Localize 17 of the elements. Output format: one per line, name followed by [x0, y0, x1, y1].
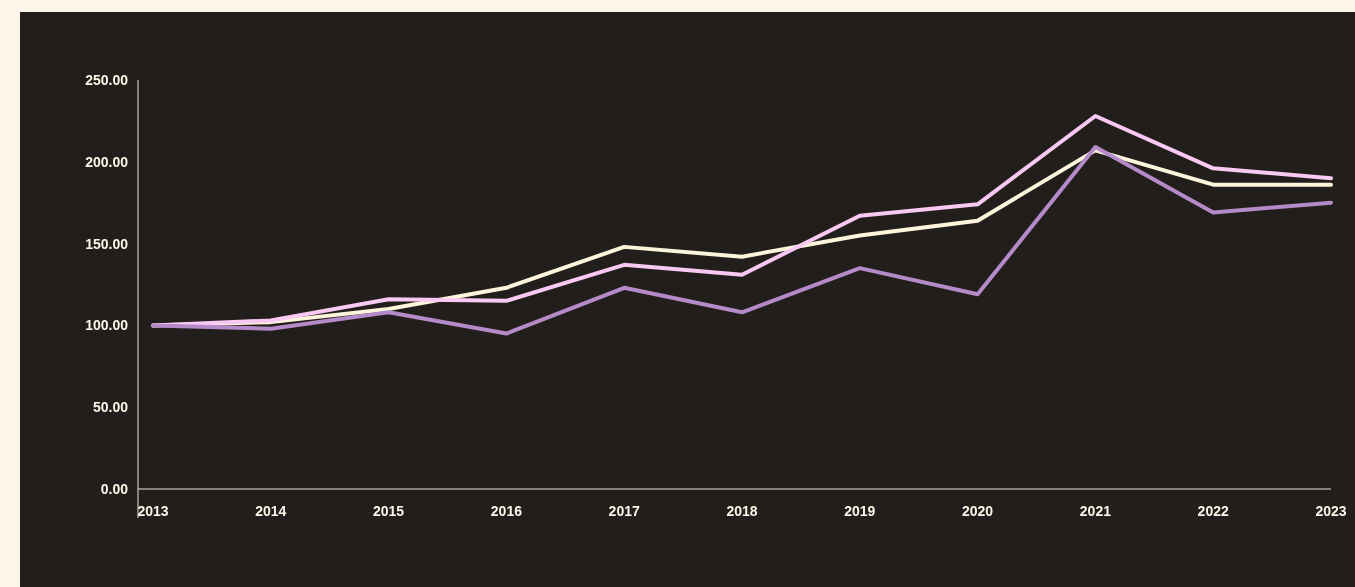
y-tick-label: 50.00: [92, 399, 129, 416]
x-tick-label: 2019: [844, 503, 876, 519]
x-tick-label: 2015: [373, 503, 405, 519]
y-tick-label: 150.00: [85, 235, 129, 252]
y-tick-label: 250.00: [85, 71, 129, 88]
y-tick-label: 200.00: [85, 153, 129, 170]
x-tick-label: 2022: [1197, 503, 1229, 519]
y-tick-label: 0.00: [100, 480, 129, 497]
y-tick-label: 100.00: [85, 317, 129, 334]
x-tick-label: 2018: [726, 503, 758, 519]
x-tick-label: 2016: [490, 503, 523, 519]
x-tick-label: 2013: [137, 503, 169, 519]
x-tick-label: 2014: [255, 503, 287, 519]
x-tick-label: 2023: [1315, 503, 1347, 519]
x-tick-label: 2017: [608, 503, 640, 519]
x-tick-label: 2020: [962, 503, 994, 519]
x-tick-label: 2021: [1079, 503, 1112, 519]
